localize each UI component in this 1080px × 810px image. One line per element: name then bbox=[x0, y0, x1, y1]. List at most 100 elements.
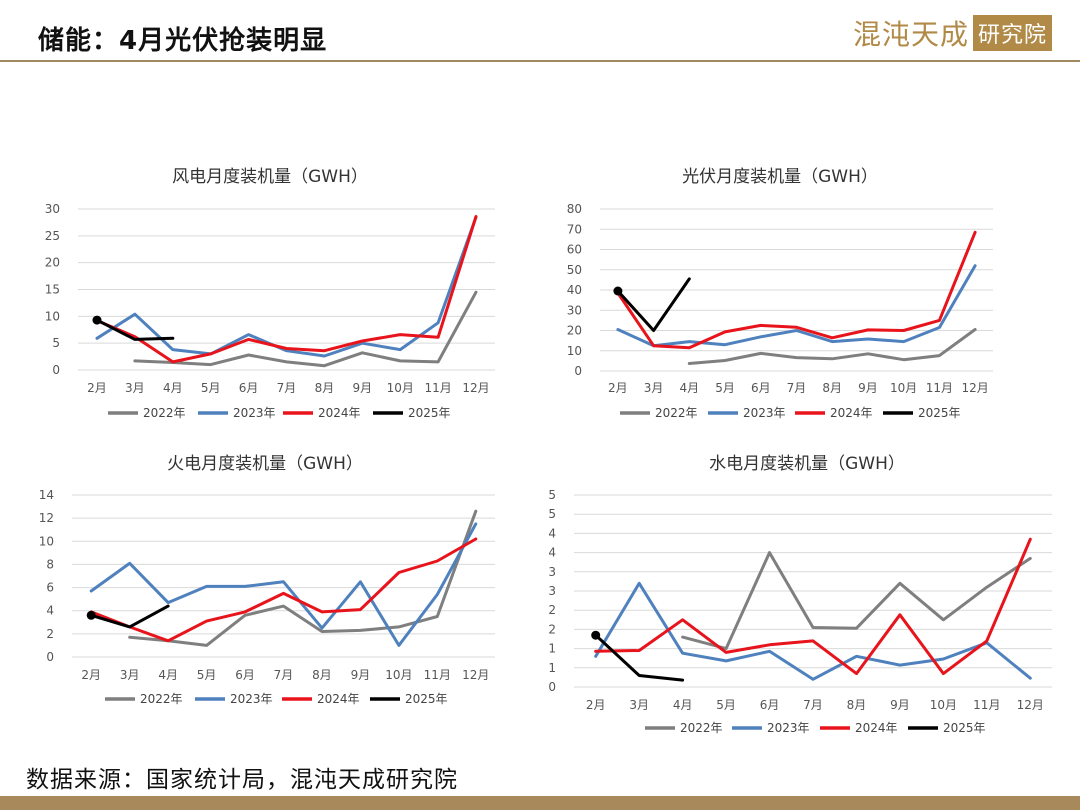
y-tick-label: 4 bbox=[46, 604, 54, 618]
series-line-2022年 bbox=[687, 328, 977, 365]
x-tick-label: 10月 bbox=[890, 381, 917, 395]
x-tick-label: 6月 bbox=[760, 698, 780, 712]
x-tick-label: 8月 bbox=[822, 381, 842, 395]
x-tick-label: 3月 bbox=[125, 381, 145, 395]
x-tick-label: 8月 bbox=[315, 381, 335, 395]
y-tick-label: 6 bbox=[46, 581, 54, 595]
x-tick-label: 9月 bbox=[858, 381, 878, 395]
x-tick-label: 8月 bbox=[847, 698, 867, 712]
chart-title: 火电月度装机量（GWH） bbox=[167, 454, 363, 474]
y-tick-label: 0 bbox=[52, 363, 60, 377]
x-tick-label: 4月 bbox=[679, 381, 699, 395]
y-tick-label: 0 bbox=[46, 650, 54, 664]
y-tick-label: 80 bbox=[567, 202, 582, 216]
chart-title: 水电月度装机量（GWH） bbox=[709, 454, 905, 474]
x-tick-label: 12月 bbox=[462, 668, 489, 682]
brand-logo: 混沌天成 研究院 bbox=[853, 14, 1052, 52]
legend-label: 2025年 bbox=[405, 692, 448, 706]
y-tick-label: 40 bbox=[567, 283, 582, 297]
x-tick-label: 9月 bbox=[352, 381, 372, 395]
x-tick-label: 5月 bbox=[201, 381, 221, 395]
legend-label: 2023年 bbox=[743, 406, 786, 420]
y-tick-label: 3 bbox=[548, 584, 556, 598]
y-tick-label: 12 bbox=[39, 511, 54, 525]
chart-hydro: 水电月度装机量（GWH） 0 1 1 2 2 3 3 4 4 5 5 2月 3月 4月 5月 6月 7月 8月 9月 1… bbox=[548, 454, 1052, 735]
legend-label: 2022年 bbox=[140, 692, 183, 706]
y-tick-label: 50 bbox=[567, 263, 582, 277]
x-tick-label: 2月 bbox=[81, 668, 101, 682]
y-tick-label: 5 bbox=[548, 488, 556, 502]
series-line-2024年 bbox=[89, 537, 478, 643]
legend-label: 2022年 bbox=[655, 406, 698, 420]
x-tick-label: 4月 bbox=[673, 698, 693, 712]
y-tick-label: 10 bbox=[39, 534, 54, 548]
x-tick-label: 3月 bbox=[120, 668, 140, 682]
x-tick-label: 7月 bbox=[277, 381, 297, 395]
series-line-2025年 bbox=[616, 277, 691, 332]
y-tick-label: 5 bbox=[548, 507, 556, 521]
x-tick-label: 5月 bbox=[716, 698, 736, 712]
chart-solar: 光伏月度装机量（GWH） 0 10 20 30 40 50 60 70 80 2月 3月 4月 5月 6月 7… bbox=[567, 167, 993, 420]
x-tick-label: 7月 bbox=[803, 698, 823, 712]
x-tick-label: 12月 bbox=[961, 381, 988, 395]
footer-bar bbox=[0, 796, 1080, 810]
x-tick-label: 11月 bbox=[926, 381, 953, 395]
legend-label: 2025年 bbox=[408, 406, 451, 420]
x-tick-label: 7月 bbox=[274, 668, 294, 682]
x-tick-label: 6月 bbox=[239, 381, 259, 395]
y-tick-label: 25 bbox=[45, 229, 60, 243]
legend-label: 2024年 bbox=[855, 721, 898, 735]
x-tick-label: 4月 bbox=[158, 668, 178, 682]
x-tick-label: 11月 bbox=[424, 381, 451, 395]
x-tick-label: 12月 bbox=[462, 381, 489, 395]
x-tick-label: 5月 bbox=[197, 668, 217, 682]
legend-label: 2022年 bbox=[680, 721, 723, 735]
x-tick-label: 11月 bbox=[973, 698, 1000, 712]
x-tick-label: 4月 bbox=[163, 381, 183, 395]
legend-label: 2024年 bbox=[318, 406, 361, 420]
x-tick-label: 6月 bbox=[751, 381, 771, 395]
chart-wind: 风电月度装机量（GWH） 0 5 10 15 20 25 30 2月 3月 4月 5月 6月 7月 8月 9月… bbox=[45, 167, 495, 420]
x-tick-label: 3月 bbox=[629, 698, 649, 712]
y-tick-label: 3 bbox=[548, 565, 556, 579]
y-tick-label: 4 bbox=[548, 526, 556, 540]
y-tick-label: 30 bbox=[45, 202, 60, 216]
series-start-marker bbox=[92, 315, 102, 325]
y-tick-label: 70 bbox=[567, 222, 582, 236]
y-tick-label: 2 bbox=[548, 603, 556, 617]
x-tick-label: 2月 bbox=[586, 698, 606, 712]
x-tick-label: 10月 bbox=[385, 668, 412, 682]
legend-label: 2023年 bbox=[233, 406, 276, 420]
chart-title: 风电月度装机量（GWH） bbox=[172, 167, 368, 187]
y-tick-label: 0 bbox=[548, 680, 556, 694]
legend-label: 2023年 bbox=[767, 721, 810, 735]
y-tick-label: 8 bbox=[46, 557, 54, 571]
y-tick-label: 10 bbox=[567, 344, 582, 358]
series-line-2022年 bbox=[128, 509, 478, 647]
x-tick-label: 10月 bbox=[930, 698, 957, 712]
series-line-2023年 bbox=[89, 522, 478, 647]
brand-logo-suffix: 研究院 bbox=[972, 15, 1052, 51]
series-line-2025年 bbox=[594, 633, 685, 682]
legend-label: 2025年 bbox=[943, 721, 986, 735]
x-tick-label: 10月 bbox=[387, 381, 414, 395]
y-tick-label: 1 bbox=[548, 661, 556, 675]
x-tick-label: 9月 bbox=[351, 668, 371, 682]
x-tick-label: 11月 bbox=[424, 668, 451, 682]
y-tick-label: 10 bbox=[45, 309, 60, 323]
x-tick-label: 12月 bbox=[1017, 698, 1044, 712]
chart-thermal: 火电月度装机量（GWH） 0 2 4 6 8 10 12 14 2月 3月 4月 5月 6月 7月 8月 9月 1… bbox=[39, 454, 495, 706]
y-tick-label: 20 bbox=[567, 324, 582, 338]
series-line-2024年 bbox=[616, 230, 977, 350]
x-tick-label: 2月 bbox=[87, 381, 107, 395]
brand-logo-name: 混沌天成 bbox=[852, 18, 969, 51]
x-tick-label: 9月 bbox=[890, 698, 910, 712]
y-tick-label: 0 bbox=[574, 364, 582, 378]
y-tick-label: 30 bbox=[567, 303, 582, 317]
series-line-2023年 bbox=[594, 581, 1032, 681]
chart-title: 光伏月度装机量（GWH） bbox=[682, 167, 878, 187]
series-line-2022年 bbox=[681, 551, 1032, 651]
legend-label: 2023年 bbox=[230, 692, 273, 706]
y-tick-label: 2 bbox=[46, 627, 54, 641]
y-tick-label: 4 bbox=[548, 546, 556, 560]
